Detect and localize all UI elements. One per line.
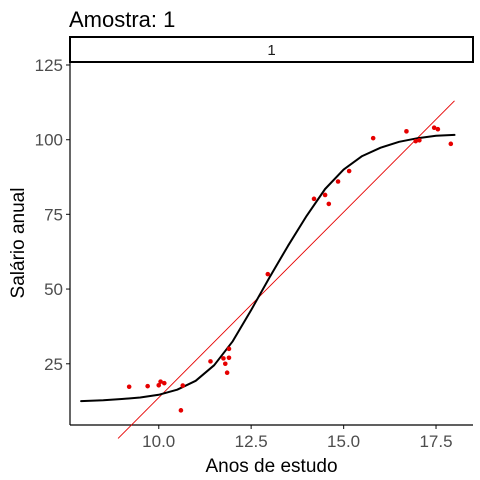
x-tick-label: 17.5 — [419, 432, 452, 451]
smooth-curve — [80, 133, 456, 403]
data-point — [413, 138, 418, 144]
data-point — [448, 141, 454, 147]
y-tick-label: 50 — [44, 280, 63, 299]
data-point — [226, 346, 232, 352]
data-point — [208, 359, 213, 364]
facet-strip-label: 1 — [267, 42, 275, 59]
x-axis-label: Anos de estudo — [205, 456, 337, 477]
data-point — [265, 271, 271, 277]
data-point — [326, 201, 332, 207]
data-point — [335, 179, 341, 184]
plot-panel — [80, 100, 456, 439]
x-tick-label: 12.5 — [235, 432, 268, 451]
data-point — [180, 383, 186, 388]
data-point — [126, 384, 132, 390]
facet-strip — [69, 36, 474, 63]
y-tick-label: 25 — [44, 355, 63, 374]
data-point — [161, 380, 167, 386]
x-axis: 10.0 12.5 15.0 17.5 — [142, 425, 453, 451]
y-axis: 25 50 75 100 125 — [35, 56, 70, 374]
linear-fit-line — [117, 100, 455, 439]
data-point — [346, 168, 352, 174]
y-tick-label: 75 — [44, 205, 63, 224]
data-point — [435, 126, 441, 132]
data-point — [221, 356, 226, 361]
data-point — [222, 361, 228, 367]
data-point — [417, 137, 422, 143]
data-point — [156, 382, 162, 388]
data-point — [158, 379, 163, 384]
data-point — [178, 408, 184, 413]
data-point — [311, 196, 317, 202]
y-tick-label: 125 — [35, 56, 63, 75]
data-point — [145, 383, 150, 389]
data-point — [224, 370, 230, 376]
x-tick-label: 15.0 — [327, 432, 360, 451]
y-axis-label: Salário anual — [8, 188, 29, 299]
x-tick-label: 10.0 — [142, 432, 175, 451]
data-point — [404, 129, 409, 134]
data-point — [370, 135, 376, 141]
data-point — [226, 355, 232, 361]
y-tick-label: 100 — [35, 131, 63, 150]
data-point — [431, 125, 437, 131]
data-point — [322, 192, 328, 198]
chart-title: Amostra: 1 — [69, 7, 175, 32]
